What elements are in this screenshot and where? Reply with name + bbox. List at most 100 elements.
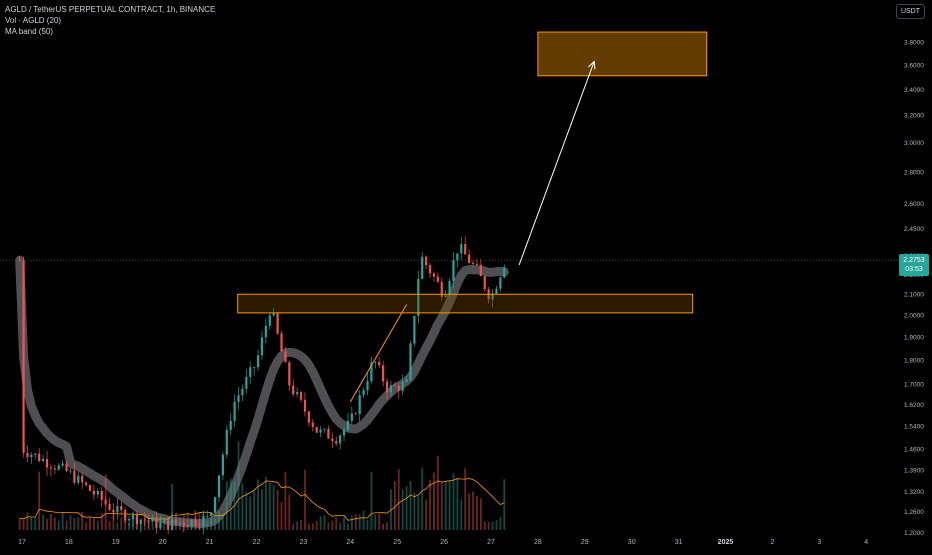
volume-bar: [315, 520, 318, 530]
volume-bar: [319, 516, 322, 530]
volume-bar: [386, 522, 388, 530]
y-axis-tick: 2.0000: [904, 313, 924, 320]
candle-body: [354, 413, 357, 415]
candle-body: [182, 522, 185, 526]
volume-bar: [350, 516, 353, 530]
volume-bar: [120, 517, 123, 530]
candle-body: [464, 244, 467, 255]
candle-body: [471, 262, 475, 264]
candle-body: [452, 260, 455, 281]
volume-bar: [417, 496, 420, 530]
y-axis-tick: 1.6200: [904, 402, 924, 409]
target-zone-box: [537, 31, 708, 77]
ma-band-indicator-label[interactable]: MA band (50): [5, 27, 54, 36]
candle-body: [241, 388, 244, 396]
candle-body: [233, 401, 236, 421]
volume-bar: [292, 523, 295, 530]
candle-body: [389, 385, 393, 393]
y-axis-tick: 2.4500: [904, 226, 924, 233]
y-axis-tick: 2.6000: [904, 201, 924, 208]
volume-bar: [343, 517, 345, 530]
symbol-title[interactable]: AGLD / TetherUS PERPETUAL CONTRACT, 1h, …: [5, 5, 216, 14]
candle-body: [104, 499, 107, 504]
volume-bar: [128, 523, 130, 530]
volume-ma-line: [19, 478, 505, 521]
candle-body: [116, 506, 119, 513]
volume-bar: [378, 514, 381, 530]
candle-body: [135, 513, 139, 525]
volume-bar: [339, 522, 342, 530]
swing-trendline: [349, 304, 408, 403]
candle-body: [413, 315, 416, 344]
x-axis-tick: 18: [65, 539, 73, 546]
volume-bar: [433, 472, 435, 530]
candle-body: [61, 463, 64, 466]
arrow-head: [588, 60, 596, 70]
candle-body: [124, 509, 127, 521]
candle-body: [499, 277, 502, 289]
candle-body: [45, 458, 49, 468]
volume-bar: [370, 471, 373, 530]
volume-bar: [151, 519, 154, 530]
x-axis-tick: 3: [817, 539, 821, 546]
candle-body: [479, 264, 482, 276]
candle-body: [475, 263, 479, 265]
candle-body: [456, 253, 459, 261]
volume-bar: [479, 498, 482, 530]
candle-body: [288, 362, 291, 386]
volume-bar: [487, 521, 490, 530]
candle-body: [260, 337, 264, 356]
y-axis-tick: 1.3900: [904, 467, 924, 474]
candle-body: [268, 315, 271, 326]
candle-body: [299, 392, 303, 400]
candle-body: [229, 420, 232, 430]
candle-body: [151, 517, 154, 522]
support-zone-box: [237, 293, 694, 314]
volume-bar: [171, 483, 173, 530]
candle-body: [57, 465, 60, 470]
volume-bar: [300, 519, 302, 530]
candle-body: [350, 413, 353, 421]
currency-button[interactable]: USDT: [895, 4, 925, 19]
candle-body: [73, 470, 76, 483]
volume-indicator-label[interactable]: Vol · AGLD (20): [5, 16, 62, 25]
candle-body: [139, 519, 142, 525]
candle-body: [42, 458, 45, 462]
candle-body: [432, 273, 436, 277]
candle-body: [335, 440, 338, 444]
candle-body: [100, 490, 103, 500]
volume-bar: [444, 480, 447, 530]
volume-bar: [276, 489, 279, 530]
candle-body: [460, 244, 463, 254]
volume-bar: [397, 469, 400, 530]
volume-bar: [163, 517, 166, 530]
volume-bar: [327, 522, 330, 530]
candle-body: [198, 525, 201, 527]
volume-bar: [374, 514, 377, 530]
volume-bar: [77, 517, 80, 530]
candle-body: [163, 520, 166, 523]
volume-bar: [436, 455, 439, 530]
volume-bar: [421, 467, 424, 530]
y-axis-tick: 2.1000: [904, 292, 924, 299]
volume-bar: [46, 518, 48, 530]
ma-band: [15, 255, 509, 529]
volume-bar: [284, 471, 287, 530]
candle-body: [213, 497, 217, 513]
volume-bar: [206, 520, 209, 530]
candle-body: [448, 280, 451, 296]
volume-bar: [268, 482, 271, 530]
volume-bar: [425, 499, 428, 530]
x-axis-tick: 24: [346, 539, 354, 546]
candle-body: [378, 361, 381, 366]
candle-body: [421, 256, 424, 279]
volume-bar: [307, 523, 310, 530]
volume-bar: [96, 520, 99, 530]
candle-body: [382, 365, 385, 382]
candle-body: [186, 525, 189, 527]
volume-bar: [18, 518, 21, 530]
y-axis-tick: 1.7000: [904, 382, 924, 389]
candle-body: [167, 520, 170, 530]
